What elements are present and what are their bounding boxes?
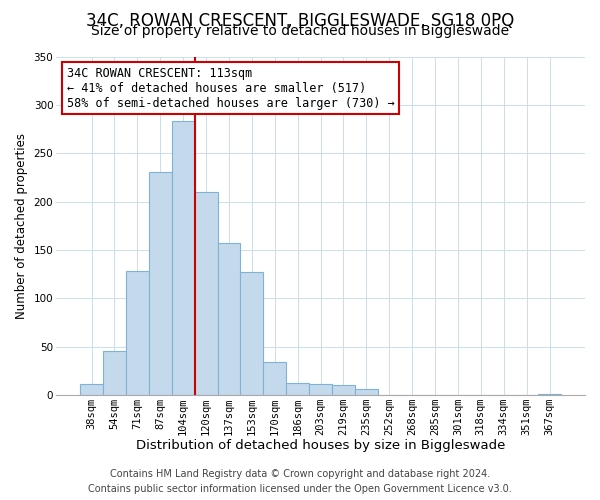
Bar bbox=[309, 384, 332, 395]
Text: 34C, ROWAN CRESCENT, BIGGLESWADE, SG18 0PQ: 34C, ROWAN CRESCENT, BIGGLESWADE, SG18 0… bbox=[86, 12, 514, 30]
Bar bbox=[263, 362, 286, 395]
Bar bbox=[241, 272, 263, 395]
Bar bbox=[355, 390, 378, 395]
Text: Size of property relative to detached houses in Biggleswade: Size of property relative to detached ho… bbox=[91, 24, 509, 38]
Bar bbox=[126, 271, 149, 395]
Bar bbox=[80, 384, 103, 395]
Bar bbox=[172, 122, 194, 395]
Text: 34C ROWAN CRESCENT: 113sqm
← 41% of detached houses are smaller (517)
58% of sem: 34C ROWAN CRESCENT: 113sqm ← 41% of deta… bbox=[67, 66, 394, 110]
Text: Contains HM Land Registry data © Crown copyright and database right 2024.
Contai: Contains HM Land Registry data © Crown c… bbox=[88, 469, 512, 494]
Bar bbox=[332, 386, 355, 395]
Bar bbox=[103, 350, 126, 395]
Bar bbox=[218, 243, 241, 395]
Bar bbox=[149, 172, 172, 395]
Y-axis label: Number of detached properties: Number of detached properties bbox=[15, 133, 28, 319]
Bar bbox=[538, 394, 561, 395]
Bar bbox=[194, 192, 218, 395]
Bar bbox=[286, 384, 309, 395]
X-axis label: Distribution of detached houses by size in Biggleswade: Distribution of detached houses by size … bbox=[136, 440, 505, 452]
